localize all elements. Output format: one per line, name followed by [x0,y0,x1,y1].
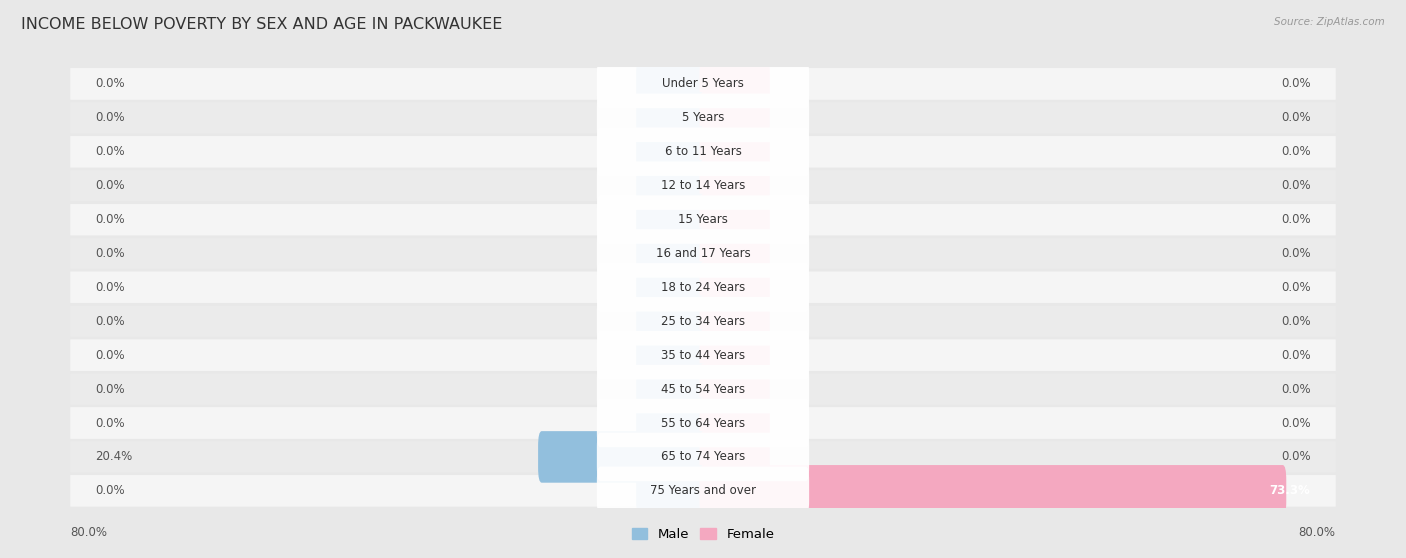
FancyBboxPatch shape [598,365,808,413]
FancyBboxPatch shape [70,407,1336,439]
Text: 0.0%: 0.0% [1281,145,1310,158]
FancyBboxPatch shape [598,195,808,244]
FancyBboxPatch shape [598,229,808,278]
FancyBboxPatch shape [699,228,770,279]
Text: 55 to 64 Years: 55 to 64 Years [661,416,745,430]
Text: 0.0%: 0.0% [1281,78,1310,90]
Text: 0.0%: 0.0% [1281,112,1310,124]
FancyBboxPatch shape [598,60,808,108]
FancyBboxPatch shape [70,441,1336,473]
Text: 6 to 11 Years: 6 to 11 Years [665,145,741,158]
FancyBboxPatch shape [598,128,808,176]
FancyBboxPatch shape [70,68,1336,100]
FancyBboxPatch shape [70,373,1336,405]
FancyBboxPatch shape [70,238,1336,270]
FancyBboxPatch shape [598,399,808,447]
FancyBboxPatch shape [598,466,808,515]
Text: 0.0%: 0.0% [1281,383,1310,396]
Text: 80.0%: 80.0% [1299,526,1336,540]
FancyBboxPatch shape [636,126,707,177]
Text: 0.0%: 0.0% [1281,247,1310,260]
FancyBboxPatch shape [699,92,770,143]
Text: 0.0%: 0.0% [1281,349,1310,362]
Text: 0.0%: 0.0% [96,78,125,90]
FancyBboxPatch shape [636,296,707,347]
FancyBboxPatch shape [636,92,707,143]
Text: 5 Years: 5 Years [682,112,724,124]
Text: 12 to 14 Years: 12 to 14 Years [661,179,745,192]
Text: 65 to 74 Years: 65 to 74 Years [661,450,745,463]
FancyBboxPatch shape [636,58,707,110]
FancyBboxPatch shape [636,228,707,279]
Text: 0.0%: 0.0% [96,349,125,362]
FancyBboxPatch shape [636,329,707,381]
FancyBboxPatch shape [70,170,1336,201]
Text: 0.0%: 0.0% [96,383,125,396]
Text: 0.0%: 0.0% [1281,315,1310,328]
FancyBboxPatch shape [70,271,1336,304]
Text: Under 5 Years: Under 5 Years [662,78,744,90]
Text: 0.0%: 0.0% [96,145,125,158]
FancyBboxPatch shape [699,194,770,246]
Text: 15 Years: 15 Years [678,213,728,226]
FancyBboxPatch shape [699,465,1286,517]
FancyBboxPatch shape [699,126,770,177]
Text: 0.0%: 0.0% [96,315,125,328]
FancyBboxPatch shape [699,397,770,449]
Text: 16 and 17 Years: 16 and 17 Years [655,247,751,260]
Text: 0.0%: 0.0% [1281,416,1310,430]
FancyBboxPatch shape [598,331,808,379]
Text: 18 to 24 Years: 18 to 24 Years [661,281,745,294]
FancyBboxPatch shape [699,262,770,313]
Text: 0.0%: 0.0% [96,112,125,124]
FancyBboxPatch shape [598,297,808,345]
FancyBboxPatch shape [598,432,808,481]
FancyBboxPatch shape [699,58,770,110]
Text: Source: ZipAtlas.com: Source: ZipAtlas.com [1274,17,1385,27]
Text: 20.4%: 20.4% [96,450,132,463]
FancyBboxPatch shape [70,204,1336,235]
Legend: Male, Female: Male, Female [631,528,775,541]
FancyBboxPatch shape [598,161,808,210]
Text: 0.0%: 0.0% [96,484,125,497]
Text: 73.3%: 73.3% [1270,484,1310,497]
FancyBboxPatch shape [70,339,1336,371]
Text: 0.0%: 0.0% [96,281,125,294]
Text: 45 to 54 Years: 45 to 54 Years [661,383,745,396]
FancyBboxPatch shape [699,431,770,483]
FancyBboxPatch shape [636,194,707,246]
FancyBboxPatch shape [699,329,770,381]
FancyBboxPatch shape [538,431,707,483]
Text: 80.0%: 80.0% [70,526,107,540]
FancyBboxPatch shape [699,363,770,415]
FancyBboxPatch shape [636,363,707,415]
FancyBboxPatch shape [70,136,1336,167]
Text: 0.0%: 0.0% [1281,281,1310,294]
Text: 0.0%: 0.0% [96,179,125,192]
FancyBboxPatch shape [70,102,1336,134]
FancyBboxPatch shape [598,263,808,311]
FancyBboxPatch shape [70,475,1336,507]
Text: 0.0%: 0.0% [1281,179,1310,192]
FancyBboxPatch shape [70,305,1336,337]
Text: 25 to 34 Years: 25 to 34 Years [661,315,745,328]
FancyBboxPatch shape [636,465,707,517]
Text: 0.0%: 0.0% [1281,213,1310,226]
Text: 75 Years and over: 75 Years and over [650,484,756,497]
FancyBboxPatch shape [636,160,707,211]
Text: 35 to 44 Years: 35 to 44 Years [661,349,745,362]
Text: INCOME BELOW POVERTY BY SEX AND AGE IN PACKWAUKEE: INCOME BELOW POVERTY BY SEX AND AGE IN P… [21,17,502,32]
FancyBboxPatch shape [598,94,808,142]
Text: 0.0%: 0.0% [1281,450,1310,463]
FancyBboxPatch shape [636,262,707,313]
Text: 0.0%: 0.0% [96,416,125,430]
FancyBboxPatch shape [699,296,770,347]
FancyBboxPatch shape [699,160,770,211]
FancyBboxPatch shape [636,397,707,449]
Text: 0.0%: 0.0% [96,213,125,226]
Text: 0.0%: 0.0% [96,247,125,260]
